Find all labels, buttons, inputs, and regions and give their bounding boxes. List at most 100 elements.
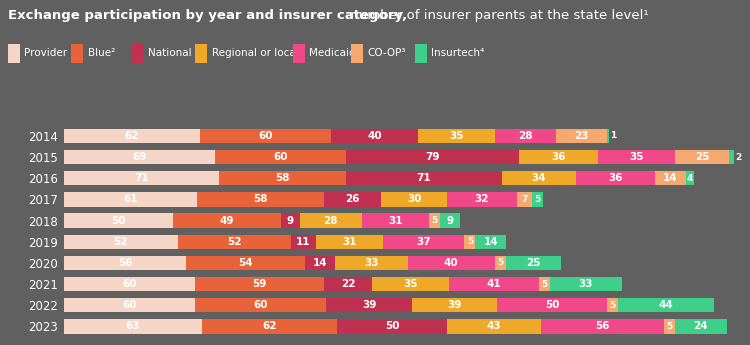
Text: 34: 34 (532, 173, 546, 183)
Bar (538, 277, 550, 291)
Bar (447, 192, 517, 207)
Text: 56: 56 (118, 258, 132, 268)
Text: 11: 11 (296, 237, 310, 247)
Text: 5: 5 (542, 279, 548, 289)
Text: 5: 5 (609, 301, 615, 310)
Bar (495, 256, 506, 270)
Text: 56: 56 (595, 322, 610, 332)
Bar (64, 171, 219, 185)
Bar (664, 319, 675, 334)
Bar (550, 277, 622, 291)
Text: 31: 31 (342, 237, 357, 247)
Text: 35: 35 (449, 131, 464, 141)
Bar (186, 256, 304, 270)
Bar (541, 319, 664, 334)
Bar (495, 129, 556, 143)
Text: 40: 40 (368, 131, 382, 141)
Bar (335, 256, 407, 270)
Bar (324, 277, 373, 291)
Text: 39: 39 (362, 300, 376, 310)
Bar (607, 298, 618, 313)
Text: 37: 37 (416, 237, 431, 247)
Bar (497, 298, 607, 313)
Text: 5: 5 (432, 216, 438, 225)
Bar (381, 192, 447, 207)
Bar (195, 298, 326, 313)
Text: Blue²: Blue² (88, 49, 115, 58)
Text: 14: 14 (484, 237, 498, 247)
Bar (675, 319, 728, 334)
Text: 50: 50 (544, 300, 560, 310)
Bar (346, 171, 502, 185)
Bar (464, 235, 476, 249)
Bar (197, 192, 324, 207)
Bar (449, 277, 538, 291)
Bar (476, 235, 506, 249)
Text: 49: 49 (220, 216, 234, 226)
Bar (506, 256, 561, 270)
Bar (304, 256, 335, 270)
Text: 52: 52 (113, 237, 128, 247)
Bar (412, 298, 497, 313)
Text: 60: 60 (254, 300, 268, 310)
Bar (517, 192, 532, 207)
Text: Exchange participation by year and insurer category,: Exchange participation by year and insur… (8, 9, 406, 22)
Bar (64, 213, 173, 228)
Text: 62: 62 (124, 131, 139, 141)
Bar (607, 129, 609, 143)
Text: 33: 33 (364, 258, 379, 268)
Text: 52: 52 (227, 237, 242, 247)
Bar (362, 213, 430, 228)
Text: 58: 58 (275, 173, 290, 183)
Text: 50: 50 (385, 322, 400, 332)
Bar (316, 235, 383, 249)
Text: 60: 60 (122, 300, 136, 310)
Bar (64, 129, 200, 143)
Bar (556, 129, 607, 143)
Bar (532, 192, 543, 207)
Bar (686, 171, 694, 185)
Bar (200, 129, 331, 143)
Bar (280, 213, 300, 228)
Bar (373, 277, 449, 291)
Text: 32: 32 (475, 194, 489, 204)
Bar (440, 213, 460, 228)
Text: Medicaid: Medicaid (309, 49, 356, 58)
Text: 71: 71 (416, 173, 431, 183)
Text: 24: 24 (694, 322, 708, 332)
Text: 44: 44 (658, 300, 674, 310)
Text: 60: 60 (122, 279, 136, 289)
Bar (655, 171, 686, 185)
Text: 1: 1 (610, 131, 616, 140)
Text: 28: 28 (323, 216, 338, 226)
Text: 71: 71 (134, 173, 148, 183)
Bar (64, 319, 202, 334)
Text: 5: 5 (466, 237, 473, 246)
Text: 62: 62 (262, 322, 277, 332)
Text: 39: 39 (448, 300, 462, 310)
Bar (430, 213, 440, 228)
Bar (331, 129, 419, 143)
Bar (64, 277, 195, 291)
Text: 30: 30 (406, 194, 422, 204)
Bar (407, 256, 495, 270)
Text: 22: 22 (341, 279, 356, 289)
Text: number of insurer parents at the state level¹: number of insurer parents at the state l… (346, 9, 649, 22)
Text: 58: 58 (254, 194, 268, 204)
Text: 36: 36 (551, 152, 566, 162)
Text: 33: 33 (579, 279, 593, 289)
Text: 7: 7 (521, 195, 528, 204)
Bar (675, 150, 729, 164)
Text: National: National (148, 49, 191, 58)
Bar (173, 213, 280, 228)
Bar (576, 171, 655, 185)
Text: 69: 69 (132, 152, 146, 162)
Bar (502, 171, 576, 185)
Text: Provider: Provider (24, 49, 68, 58)
Text: 5: 5 (535, 195, 541, 204)
Text: Regional or local: Regional or local (211, 49, 298, 58)
Text: 5: 5 (666, 322, 672, 331)
Text: 25: 25 (694, 152, 709, 162)
Bar (519, 150, 598, 164)
Text: 43: 43 (487, 322, 501, 332)
